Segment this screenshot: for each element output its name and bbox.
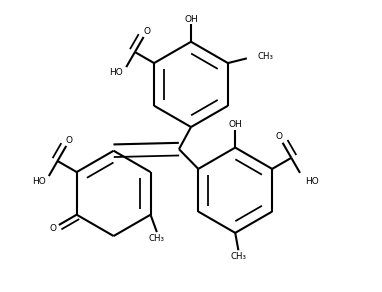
Text: O: O: [275, 132, 282, 141]
Text: HO: HO: [32, 177, 46, 186]
Text: O: O: [49, 224, 57, 233]
Text: OH: OH: [228, 120, 242, 129]
Text: O: O: [66, 136, 73, 145]
Text: HO: HO: [109, 68, 123, 77]
Text: HO: HO: [305, 177, 319, 186]
Text: O: O: [143, 27, 150, 36]
Text: CH₃: CH₃: [230, 252, 246, 261]
Text: OH: OH: [184, 15, 198, 24]
Text: CH₃: CH₃: [149, 234, 165, 243]
Text: CH₃: CH₃: [258, 52, 274, 61]
